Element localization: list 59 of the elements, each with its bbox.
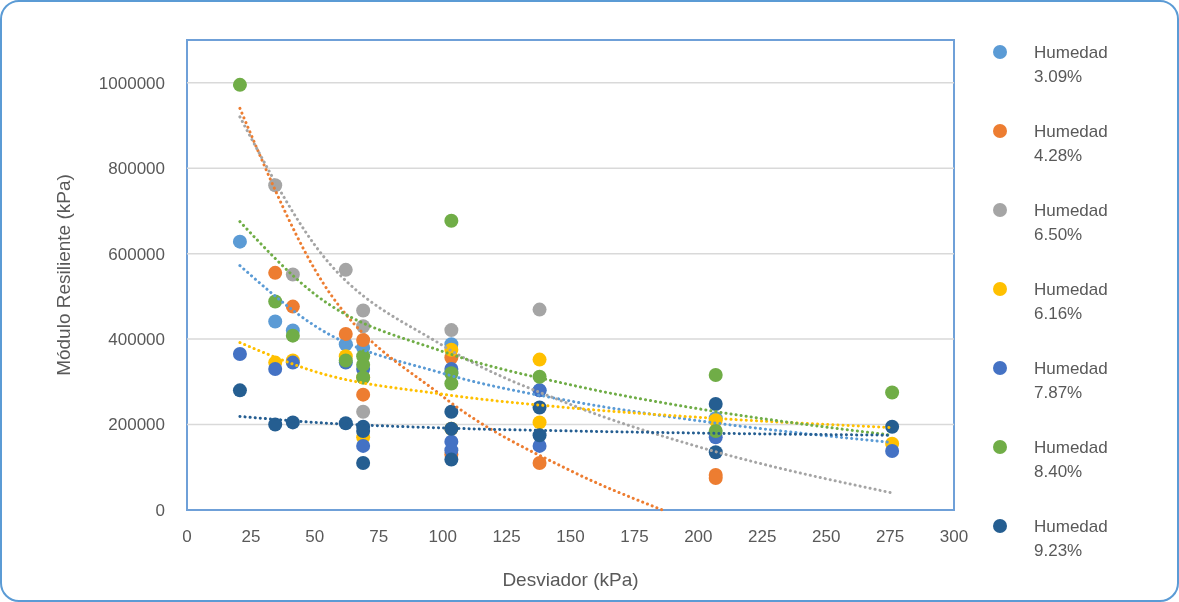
x-tick-label: 250 — [811, 527, 841, 546]
point — [532, 302, 547, 317]
point — [885, 419, 900, 434]
x-tick-label: 100 — [428, 527, 457, 546]
point — [885, 385, 900, 400]
point — [444, 213, 459, 228]
line-series — [238, 115, 894, 495]
point — [532, 415, 547, 430]
x-tick-label: 200 — [684, 527, 713, 546]
point — [356, 456, 371, 470]
point — [708, 397, 723, 412]
point — [444, 323, 459, 338]
legend-label: Humedad 8.40% — [1034, 437, 1108, 481]
x-tick-label: 0 — [182, 527, 192, 546]
line-series — [238, 106, 665, 512]
point — [444, 376, 459, 391]
x-tick-label: 25 — [241, 527, 261, 546]
point — [356, 438, 371, 453]
point — [708, 367, 723, 382]
point — [232, 347, 247, 362]
x-tick-label: 300 — [939, 527, 969, 546]
point — [356, 303, 371, 318]
point — [444, 404, 459, 419]
point — [356, 404, 371, 419]
x-tick-label: 50 — [305, 527, 325, 546]
legend-label: Humedad 6.16% — [1034, 279, 1108, 323]
point — [338, 262, 353, 277]
point — [444, 452, 459, 467]
point — [885, 444, 900, 459]
x-tick-label: 75 — [369, 527, 389, 546]
point — [532, 352, 547, 367]
point — [268, 314, 283, 329]
x-tick-label: 150 — [556, 527, 585, 546]
x-tick-label: 225 — [748, 527, 777, 546]
point — [532, 456, 547, 470]
point — [268, 362, 283, 376]
y-axis-title: Módulo Resiliente (kPa) — [53, 174, 74, 376]
legend-label: Humedad 4.28% — [1034, 121, 1108, 165]
point — [338, 326, 353, 341]
point — [232, 234, 247, 249]
x-axis-title: Desviador (kPa) — [502, 569, 639, 590]
point — [268, 265, 283, 280]
x-tick-label: 175 — [620, 527, 649, 546]
y-tick-label: 400000 — [108, 330, 165, 350]
legend-label: Humedad 3.09% — [1034, 42, 1108, 86]
point — [285, 328, 300, 343]
legend-label: Humedad 9.23% — [1034, 516, 1108, 560]
x-tick-label: 125 — [492, 527, 521, 546]
y-tick-label: 1000000 — [98, 73, 165, 93]
legend-label: Humedad 7.87% — [1034, 358, 1108, 402]
point — [232, 77, 247, 92]
y-tick-label: 800000 — [108, 159, 165, 179]
y-tick-label: 600000 — [108, 244, 165, 264]
legend-label: Humedad 6.50% — [1034, 200, 1108, 244]
y-tick-label: 0 — [155, 500, 165, 520]
point — [356, 387, 371, 402]
x-tick-label: 275 — [875, 527, 905, 546]
y-tick-label: 200000 — [108, 415, 165, 435]
point — [232, 383, 247, 398]
